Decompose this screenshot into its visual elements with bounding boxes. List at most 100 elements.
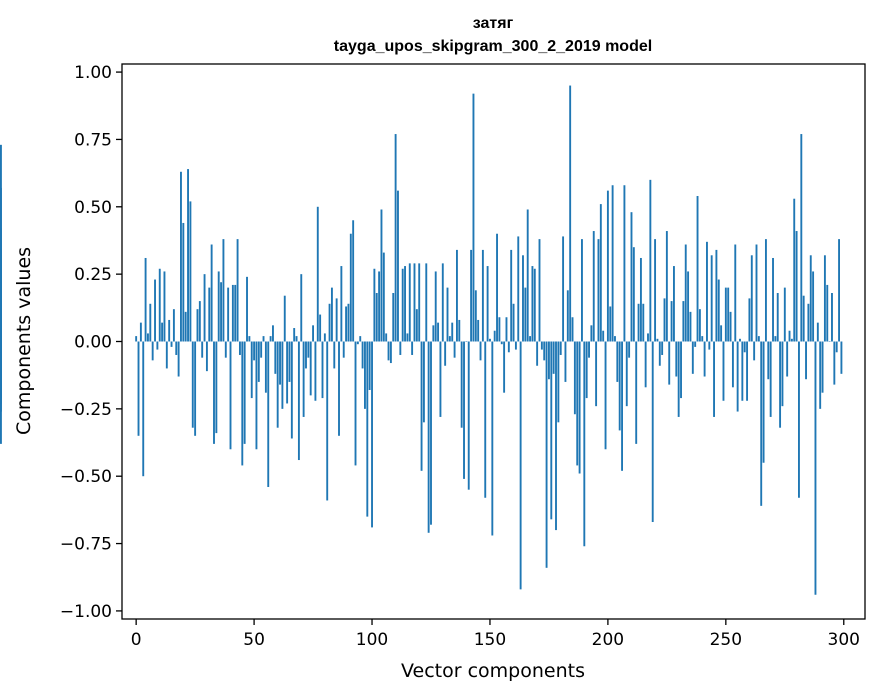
bar-component-109 <box>392 293 395 342</box>
bar-component-72 <box>305 341 307 369</box>
bar-component-276 <box>786 341 789 377</box>
bar-component-65 <box>288 341 291 382</box>
bar-component-94 <box>356 341 359 345</box>
chart-subtitle: tayga_upos_skipgram_300_2_2019 model <box>334 38 652 55</box>
bar-component-183 <box>566 290 569 342</box>
bar-component-271 <box>774 336 777 342</box>
bar-component-19 <box>180 171 182 342</box>
bar-component-124 <box>427 341 430 533</box>
y-tick-label: 0.75 <box>74 130 112 150</box>
bar-component-108 <box>389 341 392 364</box>
bar-component-165 <box>524 287 527 342</box>
bar-component-246 <box>715 249 718 342</box>
x-axis: 0 50 100 150 200 250 300 <box>131 619 860 650</box>
bar-component-2 <box>139 322 142 342</box>
bar-component-141 <box>467 341 470 490</box>
bar-component-185 <box>571 317 574 342</box>
bar-component-161 <box>514 341 517 350</box>
bar-component-203 <box>614 336 616 342</box>
bar-component-297 <box>835 341 838 353</box>
x-tick-label: 300 <box>828 630 860 650</box>
bar-component-262 <box>753 341 756 361</box>
bar-component-25 <box>194 341 197 436</box>
bar-component-192 <box>588 341 590 358</box>
bar-component-214 <box>639 257 642 342</box>
bar-component-14 <box>168 319 171 342</box>
bar-component-30 <box>205 341 208 372</box>
bar-component-182 <box>564 341 567 382</box>
bar-component-218 <box>649 179 652 342</box>
bar-component-43 <box>236 239 239 342</box>
bar-component-98 <box>366 341 369 517</box>
bar-component-254 <box>734 244 737 342</box>
y-axis-label: Components values <box>13 247 35 435</box>
bar-component-92 <box>352 220 355 342</box>
bar-component-249 <box>722 341 725 401</box>
bar-component-63 <box>283 295 286 342</box>
bar-component-68 <box>295 336 298 342</box>
bar-component-15 <box>170 341 173 347</box>
bar-component-208 <box>625 341 628 407</box>
y-tick-label: −0.75 <box>60 535 112 555</box>
bar-component-75 <box>312 325 314 342</box>
bar-component-286 <box>809 255 812 342</box>
bar-component-112 <box>399 341 402 355</box>
bar-component-159 <box>510 249 513 342</box>
bar-component-134 <box>451 322 454 342</box>
bar-component-128 <box>437 322 440 342</box>
bar-component-163 <box>519 341 522 590</box>
bar-component-278 <box>790 338 793 342</box>
bar-component-193 <box>590 325 593 342</box>
bar-component-6 <box>149 303 152 342</box>
bar-component-189 <box>581 239 583 342</box>
bar-component-139 <box>463 341 465 479</box>
bar-component-293 <box>826 284 829 342</box>
bar-component-267 <box>764 239 767 342</box>
bar-component-48 <box>248 336 251 342</box>
bar-component-111 <box>397 190 399 342</box>
bar-component-204 <box>616 341 619 382</box>
bar-component-213 <box>637 303 640 342</box>
bar-component-60 <box>276 341 279 428</box>
bar-component-210 <box>630 212 633 342</box>
bar-component-272 <box>776 293 779 342</box>
bar-component-209 <box>628 341 631 358</box>
bar-component-138 <box>460 341 463 428</box>
bar-component-0 <box>135 336 138 342</box>
bar-component-155 <box>500 341 503 345</box>
bar-component-29 <box>203 274 206 342</box>
bar-component-265 <box>760 341 763 506</box>
bar-component-150 <box>489 338 491 342</box>
bar-component-194 <box>592 231 595 342</box>
bar-component-119 <box>415 309 418 342</box>
bar-component-255 <box>736 341 739 412</box>
bar-component-113 <box>401 268 404 342</box>
bar-component-160 <box>512 303 515 342</box>
bar-component-125 <box>430 341 432 525</box>
bar-component-110 <box>394 134 397 342</box>
bar-component-247 <box>717 279 720 342</box>
bar-component-280 <box>795 231 798 342</box>
bar-component-44 <box>238 341 241 355</box>
x-tick-label: 0 <box>131 630 142 650</box>
bar-component-40 <box>229 341 232 450</box>
bar-component-79 <box>321 341 324 399</box>
bar-component-178 <box>555 341 557 531</box>
bar-component-35 <box>217 271 220 342</box>
bar-component-261 <box>750 255 753 342</box>
bar-component-157 <box>505 317 508 342</box>
bar-component-104 <box>380 209 383 342</box>
bar-component-223 <box>661 341 664 355</box>
bar-component-135 <box>453 341 456 358</box>
bar-component-undefined <box>0 341 2 404</box>
bar-component-200 <box>606 190 609 342</box>
bar-component-83 <box>330 287 333 342</box>
bar-component-81 <box>326 341 329 501</box>
bar-component-143 <box>472 93 475 342</box>
bar-component-84 <box>333 341 336 369</box>
bar-component-233 <box>684 244 687 342</box>
bar-component-179 <box>557 341 560 423</box>
bar-component-74 <box>309 341 312 396</box>
bar-component-103 <box>378 271 381 342</box>
bar-component-120 <box>418 263 421 342</box>
